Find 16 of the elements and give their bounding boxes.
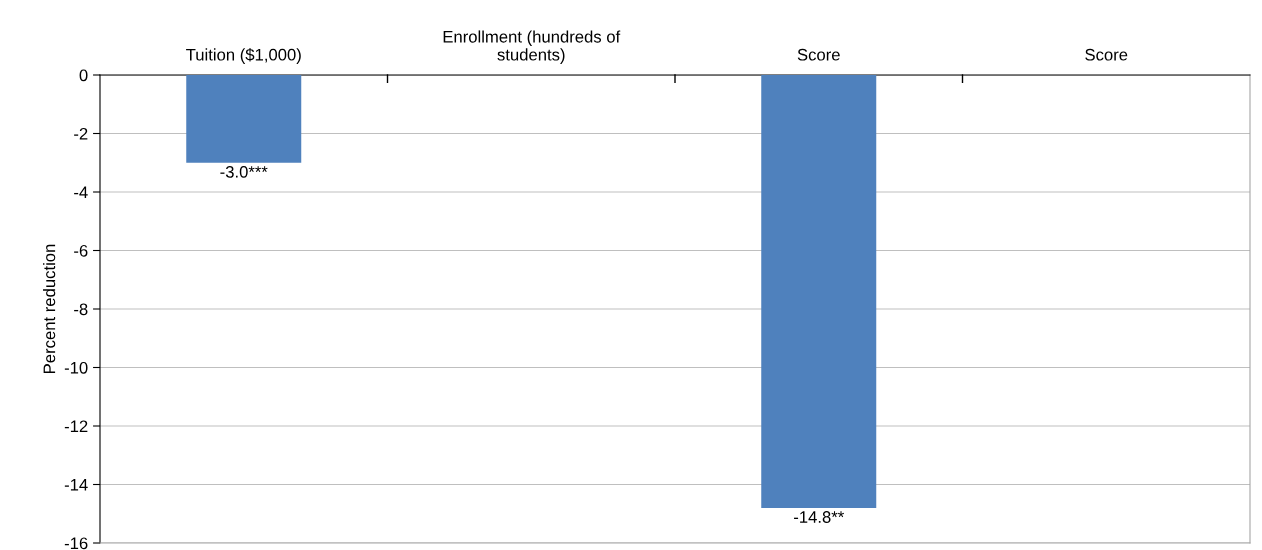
y-tick-label: -6 (74, 244, 88, 257)
data-label: -3.0*** (220, 165, 268, 178)
x-tick-label: Score (797, 48, 840, 61)
y-tick-label: 0 (79, 69, 88, 82)
y-tick-label: -14 (64, 479, 88, 491)
x-tick-label: Enrollment (hundreds of students) (443, 30, 621, 64)
x-tick-label: Tuition ($1,000) (186, 48, 301, 64)
y-axis-title: Percent reduction (43, 244, 56, 373)
data-label: -14.8** (794, 511, 844, 523)
y-tick-label: -10 (64, 361, 88, 374)
x-tick-label: Score (1085, 48, 1128, 61)
y-tick-label: -12 (64, 420, 88, 433)
y-tick-label: -4 (74, 186, 88, 199)
y-tick-label: -16 (64, 537, 88, 550)
y-tick-label: -8 (74, 303, 88, 316)
y-tick-label: -2 (74, 127, 88, 140)
